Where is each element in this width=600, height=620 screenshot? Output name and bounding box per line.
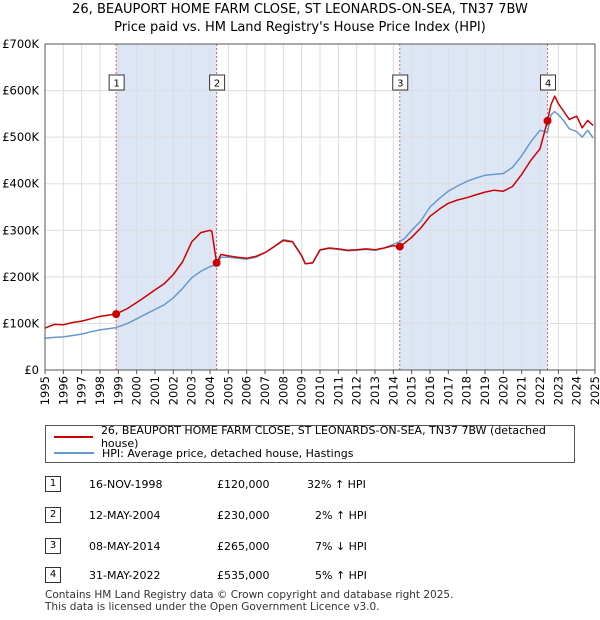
- price-chart: 1 2 3 4 £0 £100K £200K £300K £400K £500K £600K £70…: [2, 37, 600, 405]
- transaction-hpi: 32% ↑ HPI: [307, 478, 366, 491]
- transaction-number-label: 1: [113, 79, 119, 90]
- x-tick-label: 2010: [313, 376, 327, 405]
- legend-swatch-hpi: [54, 452, 94, 454]
- footer-licence: This data is licensed under the Open Gov…: [45, 601, 380, 613]
- transaction-hpi: 5% ↑ HPI: [315, 569, 367, 582]
- legend-item-price: 26, BEAUPORT HOME FARM CLOSE, ST LEONARD…: [54, 424, 574, 450]
- x-tick-label: 2016: [423, 376, 437, 405]
- x-tick-label: 2017: [441, 376, 455, 405]
- x-tick-label: 2025: [588, 376, 600, 405]
- x-tick-label: 2015: [405, 376, 419, 405]
- transaction-number-box: [108, 74, 125, 91]
- footer-copyright: Contains HM Land Registry data © Crown c…: [45, 589, 454, 601]
- y-tick-label: £300K: [2, 223, 39, 237]
- x-tick-label: 2004: [203, 376, 217, 405]
- legend-swatch-price: [54, 436, 93, 438]
- x-tick-label: 2006: [240, 376, 254, 405]
- x-tick-label: 2000: [130, 376, 144, 405]
- transaction-point: [543, 116, 552, 125]
- transaction-number-label: 4: [545, 79, 551, 90]
- transaction-price: £265,000: [217, 540, 270, 553]
- x-tick-label: 1998: [93, 376, 107, 405]
- transaction-number-box: [392, 74, 409, 91]
- transaction-number-label: 3: [397, 79, 403, 90]
- chart-title-address: 26, BEAUPORT HOME FARM CLOSE, ST LEONARD…: [72, 2, 528, 17]
- legend: 26, BEAUPORT HOME FARM CLOSE, ST LEONARD…: [45, 424, 575, 463]
- y-tick-label: £400K: [2, 177, 39, 191]
- x-tick-label: 1997: [75, 376, 89, 405]
- x-tick-label: 2009: [295, 376, 309, 405]
- chart-title-subtitle: Price paid vs. HM Land Registry's House …: [114, 20, 486, 35]
- transaction-hpi: 7% ↓ HPI: [315, 540, 367, 553]
- y-tick-label: £100K: [2, 316, 39, 330]
- transaction-date: 31-MAY-2022: [89, 569, 161, 582]
- transaction-badge: 4: [45, 567, 61, 583]
- y-tick-label: £200K: [2, 270, 39, 284]
- y-tick-label: £500K: [2, 130, 39, 144]
- transaction-number-box: [209, 74, 226, 91]
- transaction-number-box: [540, 74, 557, 91]
- transaction-price: £230,000: [217, 509, 270, 522]
- transaction-hpi: 2% ↑ HPI: [315, 509, 367, 522]
- holding-period-shade: [399, 44, 548, 370]
- x-tick-label: 2018: [460, 376, 474, 405]
- x-tick-label: 2014: [386, 376, 400, 405]
- y-tick-label: £700K: [2, 37, 39, 51]
- y-tick-label: £0: [24, 363, 39, 377]
- transaction-point: [395, 242, 404, 251]
- x-tick-label: 2013: [368, 376, 382, 405]
- transaction-number-label: 2: [214, 79, 220, 90]
- x-tick-label: 1995: [38, 376, 52, 405]
- x-tick-label: 1996: [56, 376, 70, 405]
- transaction-price: £535,000: [217, 569, 270, 582]
- x-tick-label: 2007: [258, 376, 272, 405]
- legend-item-hpi: HPI: Average price, detached house, Hast…: [54, 445, 353, 461]
- x-tick-label: 2005: [221, 376, 235, 405]
- x-tick-label: 2002: [166, 376, 180, 405]
- transaction-date: 08-MAY-2014: [89, 540, 161, 553]
- transaction-badge: 1: [45, 476, 61, 492]
- price-paid-line: [44, 95, 594, 329]
- legend-label-price: 26, BEAUPORT HOME FARM CLOSE, ST LEONARD…: [100, 424, 546, 450]
- transaction-badge: 3: [45, 538, 61, 554]
- x-tick-label: 2021: [515, 376, 529, 405]
- transaction-price: £120,000: [217, 478, 270, 491]
- holding-period-shade: [116, 44, 217, 370]
- transaction-badge: 2: [45, 507, 61, 523]
- transaction-point: [112, 310, 121, 319]
- x-tick-label: 2019: [478, 376, 492, 405]
- transaction-point: [212, 258, 221, 267]
- footer-attribution: Contains HM Land Registry data © Crown c…: [45, 589, 453, 613]
- x-tick-label: 2003: [185, 376, 199, 405]
- x-tick-label: 2020: [496, 376, 510, 405]
- transaction-date: 16-NOV-1998: [89, 478, 163, 491]
- x-tick-label: 2011: [331, 376, 345, 405]
- x-tick-label: 2023: [551, 376, 565, 405]
- x-tick-label: 1999: [111, 376, 125, 405]
- x-tick-label: 2012: [350, 376, 364, 405]
- x-tick-label: 2024: [570, 376, 584, 405]
- x-tick-label: 2022: [533, 376, 547, 405]
- legend-label-hpi: HPI: Average price, detached house, Hast…: [102, 446, 354, 460]
- x-tick-label: 2001: [148, 376, 162, 405]
- x-tick-label: 2008: [276, 376, 290, 405]
- plot-frame: [44, 43, 596, 371]
- transaction-date: 12-MAY-2004: [89, 509, 161, 522]
- y-tick-label: £600K: [2, 84, 39, 98]
